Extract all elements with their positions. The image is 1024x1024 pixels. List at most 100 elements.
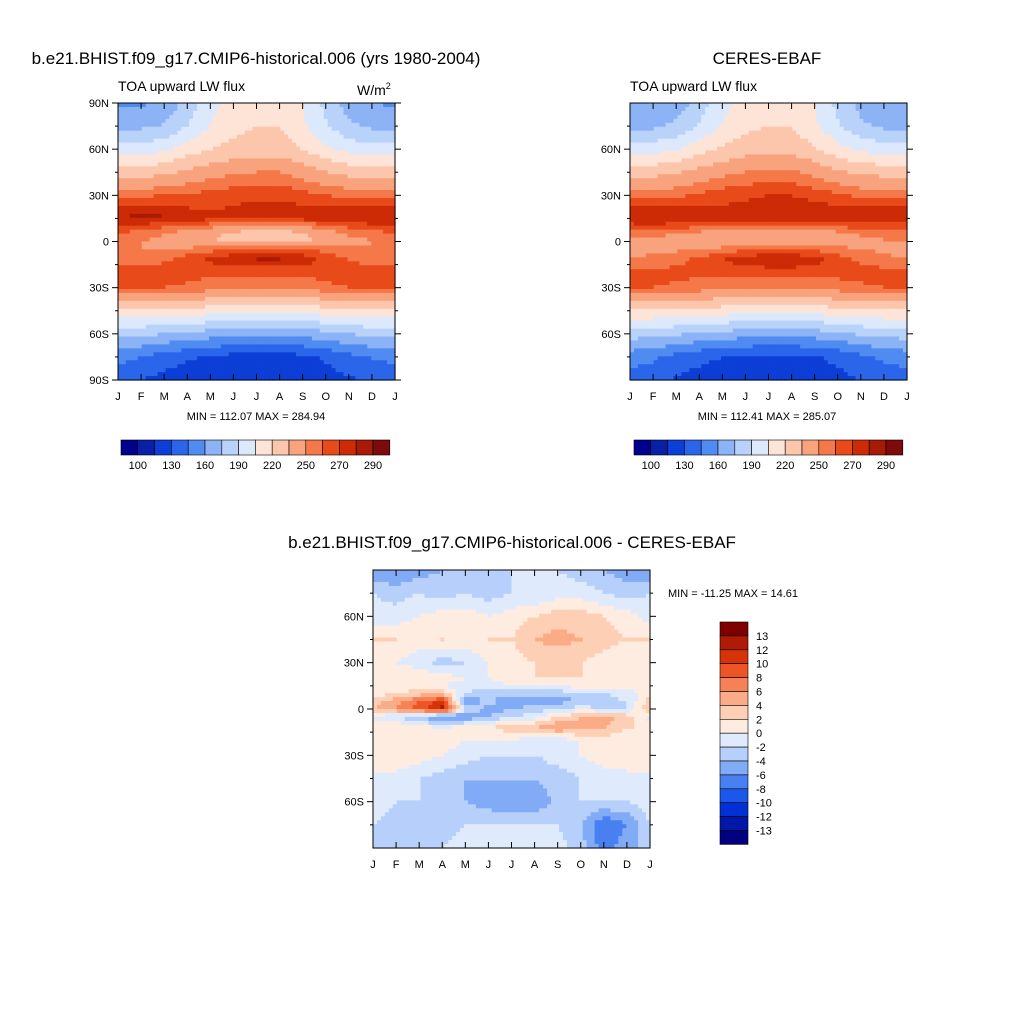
field-cell <box>201 150 206 156</box>
field-cell <box>307 225 313 231</box>
field-cell <box>216 332 222 338</box>
field-cell <box>220 308 226 314</box>
field-cell <box>133 178 139 183</box>
field-cell <box>367 158 372 163</box>
field-cell <box>311 288 317 294</box>
field-cell <box>355 316 360 322</box>
field-cell <box>248 237 254 243</box>
field-cell <box>181 201 186 207</box>
field-cell <box>165 110 171 116</box>
field-cell <box>149 312 155 318</box>
field-cell <box>224 348 230 353</box>
field-cell <box>216 166 222 171</box>
field-cell <box>153 277 159 282</box>
field-cell <box>209 348 214 353</box>
field-cell <box>288 253 293 258</box>
field-cell <box>173 285 178 290</box>
field-cell <box>165 186 171 191</box>
field-cell <box>252 233 258 239</box>
field-cell <box>177 292 182 298</box>
field-cell <box>185 328 190 334</box>
field-cell <box>331 186 337 191</box>
field-cell <box>367 249 372 254</box>
field-cell <box>189 178 194 183</box>
field-cell <box>181 348 186 353</box>
field-cell <box>347 190 353 195</box>
field-cell <box>288 114 293 120</box>
field-cell <box>216 344 222 349</box>
field-cell <box>169 320 174 326</box>
field-cell <box>371 197 376 203</box>
field-cell <box>319 296 325 302</box>
field-cell <box>379 209 384 215</box>
field-cell <box>303 146 309 152</box>
field-cell <box>161 146 167 152</box>
field-cell <box>391 197 396 203</box>
field-cell <box>272 304 277 310</box>
field-cell <box>185 158 190 163</box>
field-cell <box>193 348 198 353</box>
field-cell <box>288 288 293 294</box>
field-cell <box>240 328 246 334</box>
field-cell <box>137 190 143 195</box>
field-cell <box>181 292 186 298</box>
field-cell <box>133 364 139 369</box>
field-cell <box>284 265 289 270</box>
field-cell <box>276 166 281 171</box>
field-cell <box>272 368 277 373</box>
field-cell <box>351 265 357 270</box>
x-tick-label: J <box>254 391 260 403</box>
field-cell <box>125 332 131 338</box>
field-cell <box>276 170 281 175</box>
field-cell <box>343 134 349 140</box>
field-cell <box>272 285 277 290</box>
field-cell <box>367 316 372 322</box>
field-cell <box>145 320 151 326</box>
field-cell <box>137 166 143 171</box>
field-cell <box>125 186 131 191</box>
field-cell <box>177 344 182 349</box>
field-cell <box>359 233 364 239</box>
field-cell <box>327 376 333 381</box>
field-cell <box>355 368 360 373</box>
field-cell <box>339 285 345 290</box>
field-cell <box>240 134 246 140</box>
field-cell <box>252 324 258 330</box>
field-cell <box>256 285 262 290</box>
field-cell <box>157 162 163 167</box>
field-cell <box>157 273 163 278</box>
field-cell <box>264 368 269 373</box>
field-cell <box>137 320 143 326</box>
field-cell <box>161 142 167 148</box>
field-cell <box>145 376 151 381</box>
field-cell <box>189 134 194 140</box>
field-cell <box>141 138 147 144</box>
field-cell <box>189 150 194 156</box>
field-cell <box>125 158 131 163</box>
field-cell <box>327 316 333 322</box>
field-cell <box>300 162 305 167</box>
field-cell <box>272 340 277 345</box>
field-cell <box>248 158 254 163</box>
field-cell <box>193 344 198 349</box>
field-cell <box>339 364 345 369</box>
field-cell <box>224 300 230 306</box>
field-cell <box>197 150 202 156</box>
field-cell <box>240 344 246 349</box>
field-cell <box>145 253 151 258</box>
field-cell <box>268 261 273 266</box>
field-cell <box>280 308 285 314</box>
field-cell <box>121 209 127 215</box>
field-cell <box>260 201 266 207</box>
field-cell <box>173 360 178 365</box>
field-cell <box>165 269 171 274</box>
field-cell <box>145 182 151 187</box>
field-cell <box>383 257 388 262</box>
field-cell <box>177 285 182 290</box>
field-cell <box>375 233 380 239</box>
field-cell <box>173 126 178 132</box>
field-cell <box>339 166 345 171</box>
field-cell <box>141 194 147 199</box>
field-cell <box>351 277 357 282</box>
field-cell <box>224 285 230 290</box>
